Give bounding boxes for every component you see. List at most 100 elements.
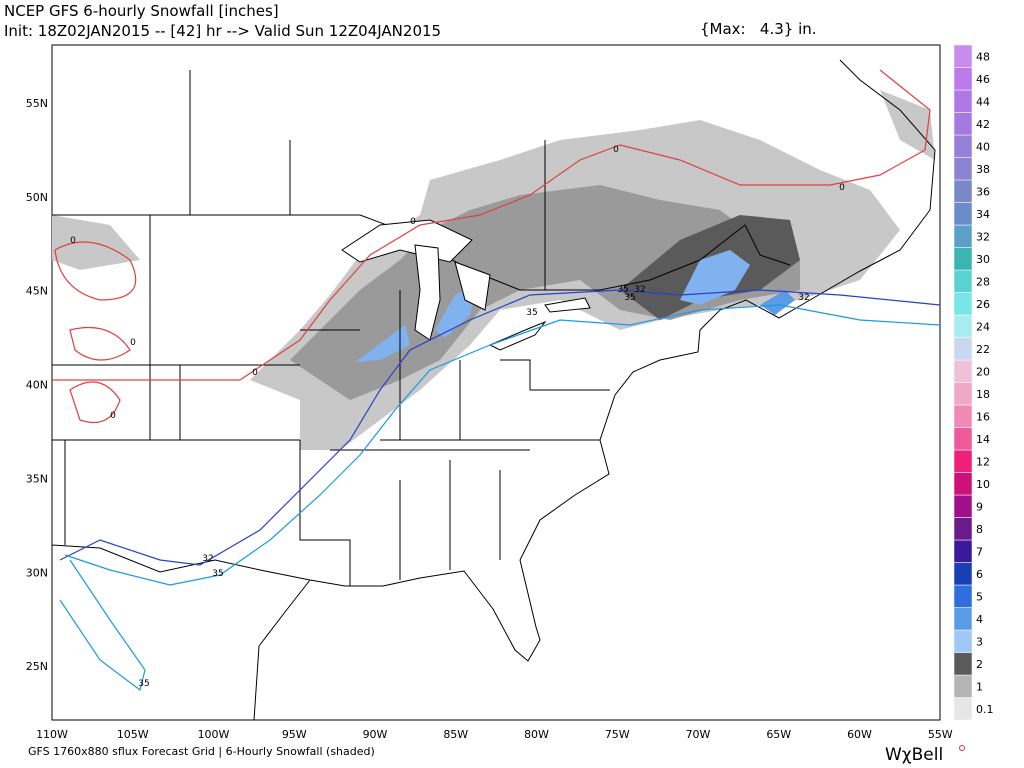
lon-label: 110W — [36, 728, 68, 741]
lat-label: 35N — [26, 472, 48, 485]
colorbar-label: 30 — [976, 253, 990, 266]
colorbar-label: 14 — [976, 433, 990, 446]
lat-label: 40N — [26, 379, 48, 392]
colorbar-swatch — [953, 112, 973, 136]
colorbar-label: 1 — [976, 680, 983, 693]
colorbar-swatch — [953, 517, 973, 541]
lon-label: 75W — [605, 728, 630, 741]
contour-32 — [59, 289, 941, 566]
state-lines — [52, 215, 610, 586]
contour-0 — [52, 241, 240, 424]
lon-label: 100W — [198, 728, 230, 741]
snow-heavy — [355, 325, 410, 362]
snow-area — [880, 90, 935, 160]
colorbar-swatch — [953, 382, 973, 406]
colorbar-label: 32 — [976, 230, 990, 243]
colorbar-label: 48 — [976, 50, 990, 63]
footer: GFS 1760x880 sflux Forecast Grid | 6-Hou… — [28, 745, 375, 758]
colorbar-label: 46 — [976, 73, 990, 86]
map — [51, 44, 941, 721]
colorbar-label: 6 — [976, 568, 983, 581]
colorbar-swatch — [953, 269, 973, 293]
lat-label: 30N — [26, 566, 48, 579]
contour-label: 35 — [624, 293, 635, 303]
colorbar: 0.11234567891012141618202224262830323436… — [953, 44, 994, 721]
colorbar-swatch — [953, 67, 973, 91]
colorbar-label: 26 — [976, 298, 990, 311]
colorbar-swatch — [953, 314, 973, 338]
contour-label: 0 — [130, 338, 136, 348]
contour-label: 0 — [613, 145, 619, 155]
lon-label: 80W — [524, 728, 549, 741]
lake — [488, 320, 547, 351]
colorbar-label: 7 — [976, 545, 983, 558]
colorbar-label: 0.1 — [976, 703, 994, 716]
contour-label: 32 — [202, 554, 213, 564]
colorbar-label: 20 — [976, 365, 990, 378]
colorbar-swatch — [953, 404, 973, 428]
lat-label: 50N — [26, 191, 48, 204]
colorbar-swatch — [953, 652, 973, 676]
colorbar-swatch — [953, 539, 973, 563]
snow-heavy — [760, 290, 795, 315]
colorbar-swatch — [953, 224, 973, 248]
lon-label: 70W — [686, 728, 711, 741]
colorbar-label: 42 — [976, 118, 990, 131]
contour-label: 32 — [798, 293, 809, 303]
title: NCEP GFS 6-hourly Snowfall [inches] — [4, 2, 279, 20]
map-frame — [51, 44, 941, 721]
subtitle: Init: 18Z02JAN2015 -- [42] hr --> Valid … — [4, 22, 441, 40]
colorbar-label: 8 — [976, 523, 983, 536]
contour-35 — [59, 304, 941, 692]
colorbar-swatch — [953, 584, 973, 608]
brand-dot — [959, 745, 965, 751]
lake — [454, 261, 491, 311]
colorbar-swatch — [953, 629, 973, 653]
contour-label: 35 — [138, 679, 149, 689]
lon-label: 60W — [847, 728, 872, 741]
colorbar-label: 28 — [976, 275, 990, 288]
colorbar-label: 12 — [976, 455, 990, 468]
colorbar-label: 24 — [976, 320, 990, 333]
snow-area — [52, 215, 140, 270]
colorbar-swatch — [953, 292, 973, 316]
colorbar-label: 44 — [976, 95, 990, 108]
lon-label: 105W — [117, 728, 149, 741]
lake — [544, 297, 591, 313]
contour-0 — [239, 69, 931, 381]
lat-label: 45N — [26, 285, 48, 298]
colorbar-swatch — [953, 359, 973, 383]
contour-label: 35 — [526, 308, 537, 318]
colorbar-label: 38 — [976, 163, 990, 176]
colorbar-label: 40 — [976, 140, 990, 153]
max-value: {Max: 4.3} in. — [700, 20, 817, 38]
colorbar-swatch — [953, 44, 973, 68]
colorbar-swatch — [953, 89, 973, 113]
contour-label: 0 — [70, 236, 76, 246]
colorbar-swatch — [953, 337, 973, 361]
contour-label: 35 — [212, 569, 223, 579]
brand: WχBell — [885, 745, 943, 765]
colorbar-swatch — [953, 134, 973, 158]
contour-label: 0 — [110, 411, 116, 421]
colorbar-label: 16 — [976, 410, 990, 423]
colorbar-label: 36 — [976, 185, 990, 198]
lon-label: 90W — [363, 728, 388, 741]
colorbar-swatch — [953, 157, 973, 181]
colorbar-label: 2 — [976, 658, 983, 671]
coastline — [51, 59, 936, 662]
border — [52, 70, 791, 291]
lon-label: 55W — [928, 728, 953, 741]
lon-label: 85W — [443, 728, 468, 741]
colorbar-swatch — [953, 607, 973, 631]
colorbar-label: 4 — [976, 613, 983, 626]
lon-label: 95W — [282, 728, 307, 741]
colorbar-swatch — [953, 179, 973, 203]
lat-label: 55N — [26, 97, 48, 110]
coastline — [253, 579, 311, 721]
colorbar-swatch — [953, 202, 973, 226]
lake — [341, 219, 473, 263]
colorbar-swatch — [953, 472, 973, 496]
colorbar-swatch — [953, 674, 973, 698]
